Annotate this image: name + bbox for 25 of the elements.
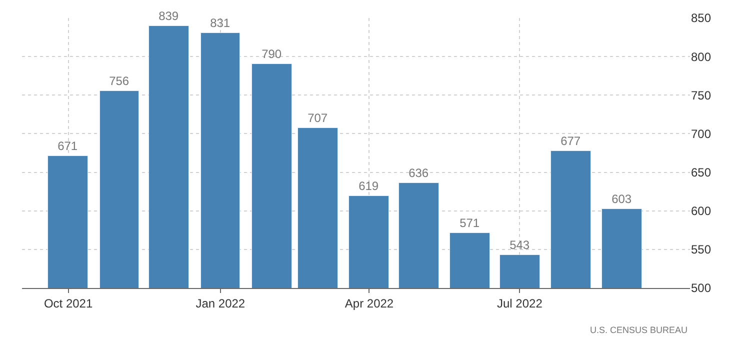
x-tick-label: Oct 2021: [44, 296, 93, 310]
data-label: 671: [58, 138, 78, 153]
data-label: 543: [510, 238, 530, 252]
y-tick-label: 550: [691, 242, 712, 257]
y-tick-label: 850: [691, 11, 712, 26]
data-label: 677: [560, 134, 581, 148]
y-tick-label: 650: [691, 165, 712, 180]
data-label: 707: [308, 110, 328, 125]
data-label: 571: [460, 216, 480, 230]
data-label: 790: [262, 46, 282, 61]
data-label: 603: [612, 192, 632, 206]
x-tick-label: Jan 2022: [196, 296, 246, 310]
text: U.S. CENSUS BUREAU: [590, 325, 688, 335]
data-label: 839: [158, 8, 179, 23]
y-tick-label: 750: [691, 88, 712, 102]
data-label: 831: [210, 16, 230, 30]
y-tick-label: 700: [691, 126, 712, 141]
data-label: 619: [358, 178, 379, 193]
y-tick-label: 800: [691, 50, 712, 64]
data-label: 756: [109, 74, 130, 88]
data-label: 636: [408, 166, 429, 180]
y-tick-label: 500: [691, 281, 712, 296]
x-tick-label: Jul 2022: [497, 296, 543, 310]
x-tick-label: Apr 2022: [344, 296, 394, 310]
y-tick-label: 600: [691, 204, 712, 218]
